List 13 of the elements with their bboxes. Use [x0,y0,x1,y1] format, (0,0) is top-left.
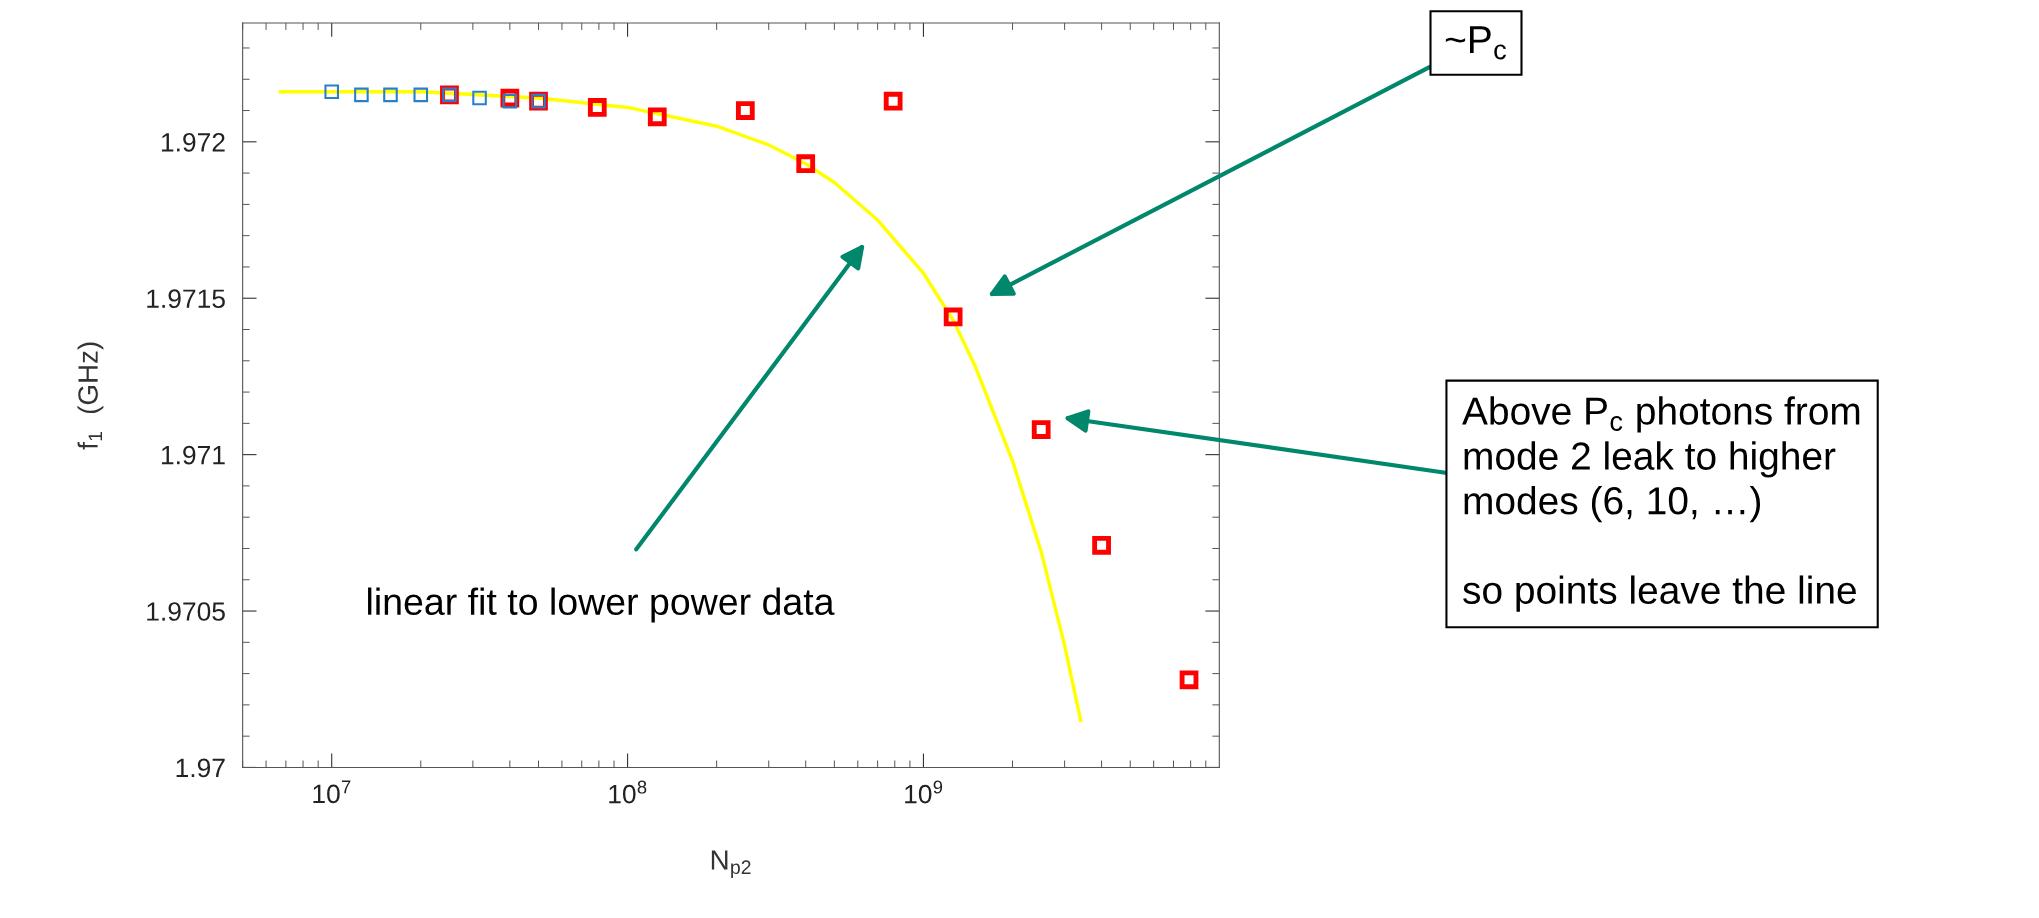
y-axis-title: f$_{1}$ (GHz) [77,342,104,450]
annotation: linear fit to lower power data [368,587,835,623]
y-tick-label: 1.972 [161,132,225,152]
text: Above P$_{c}$ photons from mode 2 leak to higher modes (6, 10, …) so points leave the line [1462,396,1860,612]
x-axis-title: N$_{p2}$ [711,850,751,878]
y-tick-label: 1.9715 [147,289,225,309]
x-tick-label: 10$^{7}$ [313,780,351,804]
text: ~P$_{c}$ [1445,26,1507,60]
y-tick-label: 1.9705 [147,602,225,621]
x-tick-label: 10$^{8}$ [609,780,647,804]
y-tick-label: 1.97 [176,758,225,778]
y-tick-label: 1.971 [161,445,225,465]
x-tick-label: 10$^{9}$ [905,780,943,804]
